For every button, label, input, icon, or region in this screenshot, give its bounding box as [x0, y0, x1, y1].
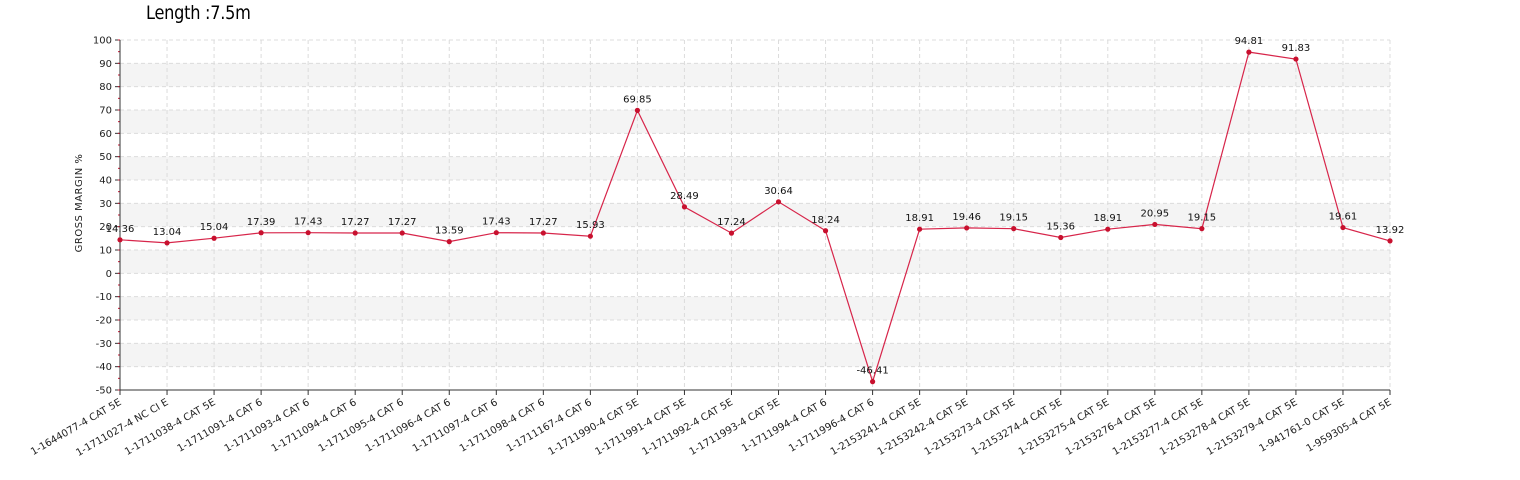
data-point: [634, 107, 641, 113]
grid-band: [120, 203, 1390, 227]
data-point: [587, 233, 593, 239]
data-point: [1011, 226, 1017, 232]
data-label: 17.43: [294, 217, 323, 228]
x-tick-label: 1-2153279-4 CAT 5E: [1205, 397, 1299, 458]
data-label: 30.64: [764, 186, 793, 197]
data-point: [1246, 49, 1252, 55]
x-tick-label: 1-1711993-4 CAT 5E: [688, 397, 782, 458]
data-point: [1199, 226, 1205, 232]
data-point: [869, 379, 876, 385]
data-label: 28.49: [670, 191, 699, 202]
y-tick-label: 70: [99, 106, 112, 117]
data-point: [1387, 238, 1393, 244]
data-point: [164, 240, 170, 246]
data-point: [964, 225, 970, 231]
y-tick-label: -10: [96, 292, 112, 303]
data-point: [352, 230, 358, 236]
data-point: [775, 199, 782, 205]
grid-band: [120, 110, 1390, 134]
grid-band: [120, 63, 1390, 87]
x-tick-label: 1-941761-0 CAT 5E: [1258, 397, 1347, 455]
data-label: 19.61: [1329, 212, 1358, 223]
data-label: 17.24: [717, 217, 746, 228]
y-tick-label: -50: [96, 386, 112, 397]
data-label: 15.36: [1046, 221, 1075, 232]
data-label: 17.43: [482, 217, 511, 228]
data-point: [1105, 226, 1111, 232]
y-axis-title: GROSS MARGIN %: [74, 154, 85, 253]
x-tick-label: 1-959305-4 CAT 5E: [1305, 397, 1394, 455]
x-tick-label: 1-1711095-4 CAT 6: [317, 397, 406, 455]
data-point: [117, 237, 123, 243]
data-label: -46.41: [856, 366, 888, 377]
data-point: [399, 230, 405, 236]
y-tick-label: 20: [99, 222, 112, 233]
data-label: 17.27: [529, 217, 558, 228]
y-tick-label: 60: [99, 129, 112, 140]
x-tick-label: 1-1711994-4 CAT 6: [740, 397, 829, 455]
y-tick-label: 90: [99, 59, 112, 70]
data-point: [681, 204, 688, 210]
data-label: 15.93: [576, 220, 605, 231]
data-label: 18.91: [905, 213, 934, 224]
data-label: 15.04: [200, 222, 229, 233]
data-point: [540, 230, 546, 236]
x-tick-label: 1-1711094-4 CAT 6: [270, 397, 359, 455]
y-tick-label: 50: [99, 152, 112, 163]
chart-title: Length :7.5m: [146, 2, 251, 24]
data-point: [1293, 56, 1299, 62]
data-point: [728, 230, 735, 236]
data-label: 20.95: [1140, 208, 1169, 219]
y-tick-label: -40: [96, 362, 112, 373]
data-point: [1152, 221, 1158, 228]
grid-band: [120, 250, 1390, 274]
data-point: [211, 235, 217, 241]
data-label: 19.15: [1188, 213, 1217, 224]
data-point: [305, 230, 311, 236]
data-label: 17.27: [388, 217, 417, 228]
y-tick-label: 0: [106, 269, 112, 280]
y-tick-label: -30: [96, 339, 112, 350]
data-label: 19.15: [999, 213, 1028, 224]
x-tick-label: 1-1711091-4 CAT 6: [176, 397, 265, 455]
data-label: 17.27: [341, 217, 370, 228]
x-tick-label: 1-1711097-4 CAT 6: [411, 397, 500, 455]
data-label: 13.92: [1376, 225, 1405, 236]
x-tick-label: 1-1711098-4 CAT 6: [458, 397, 547, 455]
y-tick-label: 10: [99, 246, 112, 257]
data-label: 19.46: [952, 212, 981, 223]
y-tick-label: 40: [99, 176, 112, 187]
data-point: [1340, 224, 1346, 231]
data-label: 94.81: [1235, 36, 1264, 47]
data-point: [258, 230, 264, 236]
data-point: [1058, 234, 1064, 241]
grid-band: [120, 156, 1390, 180]
data-label: 69.85: [623, 94, 652, 105]
y-tick-label: 30: [99, 199, 112, 210]
data-label: 18.91: [1093, 213, 1122, 224]
y-tick-label: 100: [93, 36, 112, 47]
data-label: 14.36: [106, 224, 135, 235]
y-tick-label: 80: [99, 82, 112, 93]
data-label: 17.39: [247, 217, 276, 228]
grid-band: [120, 343, 1390, 367]
x-tick-label: 1-1711038-4 CAT 5E: [123, 397, 217, 458]
series-line: [119, 51, 1391, 384]
data-point: [822, 228, 829, 234]
data-label: 13.04: [153, 227, 182, 238]
grid-band: [120, 296, 1390, 320]
y-tick-label: -20: [96, 316, 112, 327]
x-tick-label: 1-1711093-4 CAT 6: [223, 397, 312, 455]
data-label: 18.24: [811, 215, 840, 226]
x-tick-label: 1-1711096-4 CAT 6: [364, 397, 453, 455]
data-point: [917, 226, 923, 232]
data-label: 13.59: [435, 226, 464, 237]
data-point: [446, 239, 452, 245]
data-label: 91.83: [1282, 43, 1311, 54]
data-point: [493, 230, 499, 236]
